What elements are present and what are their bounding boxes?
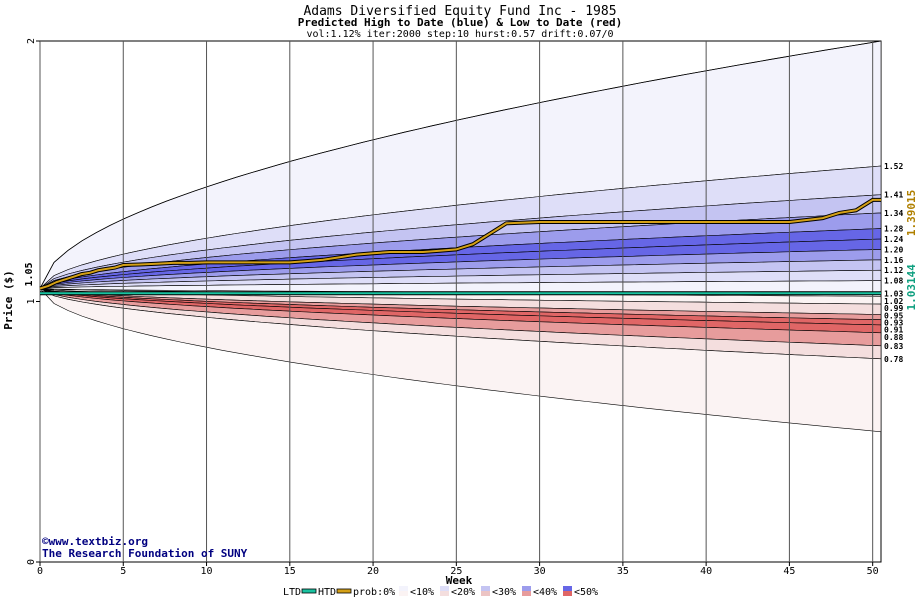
level-label-0.78: 0.78 — [884, 355, 903, 364]
high-outer-edge — [39, 40, 882, 289]
credit-site-text: www.textbiz.org — [49, 535, 148, 548]
htd-value-label: 1.39015 — [905, 190, 918, 236]
level-label-1.16: 1.16 — [884, 256, 903, 265]
level-label-1.08: 1.08 — [884, 277, 903, 286]
legend-band-2: <30% — [492, 587, 516, 598]
legend-swatch-blue-0 — [399, 586, 408, 591]
y-tick-0: 0 — [26, 559, 37, 565]
y-tick-1: 1 — [26, 298, 37, 304]
level-label-1.41: 1.41 — [884, 191, 903, 200]
level-label-1.03: 1.03 — [884, 290, 903, 299]
legend-ltd-swatch — [301, 588, 317, 594]
low-band-7 — [39, 288, 882, 433]
legend-htd-swatch — [336, 588, 352, 594]
start-price-label: 1.05 — [24, 262, 35, 286]
legend-swatch-blue-2 — [481, 586, 490, 591]
x-tick-0: 0 — [37, 566, 43, 577]
legend-htd: HTD — [318, 587, 336, 598]
legend-swatch-red-1 — [440, 591, 449, 596]
x-tick-50: 50 — [867, 566, 879, 577]
x-tick-5: 5 — [120, 566, 126, 577]
ltd-value-label: 1.03144 — [905, 264, 918, 311]
legend-swatch-blue-3 — [522, 586, 531, 591]
credit-org: The Research Foundation of SUNY — [42, 547, 248, 560]
x-tick-30: 30 — [534, 566, 546, 577]
y-axis-label: Price ($) — [2, 270, 15, 330]
legend-band-0: <10% — [410, 587, 434, 598]
htd-line — [39, 198, 881, 290]
level-label-1.12: 1.12 — [884, 266, 903, 275]
legend-swatch-red-0 — [399, 591, 408, 596]
x-tick-20: 20 — [367, 566, 379, 577]
level-label-1.28: 1.28 — [884, 225, 903, 234]
level-label-0.83: 0.83 — [884, 342, 903, 351]
legend-band-1: <20% — [451, 587, 475, 598]
y-tick-2: 2 — [26, 38, 37, 44]
legend-prob: prob:0% — [353, 587, 395, 598]
legend-swatch-blue-4 — [563, 586, 572, 591]
level-label-0.88: 0.88 — [884, 333, 903, 342]
legend-swatch-red-2 — [481, 591, 490, 596]
level-labels: 1.521.411.341.281.241.201.161.121.081.03… — [884, 162, 918, 364]
legend-swatch-red-3 — [522, 591, 531, 596]
level-label-0.99: 0.99 — [884, 304, 903, 313]
chart-params: vol:1.12% iter:2000 step:10 hurst:0.57 d… — [306, 29, 613, 40]
legend-swatch-blue-1 — [440, 586, 449, 591]
level-label-1.02: 1.02 — [884, 297, 903, 306]
x-tick-45: 45 — [783, 566, 795, 577]
chart-subtitle: Predicted High to Date (blue) & Low to D… — [298, 16, 623, 29]
level-label-0.95: 0.95 — [884, 311, 903, 320]
copyright-icon: © — [42, 535, 49, 548]
legend-swatch-red-4 — [563, 591, 572, 596]
level-label-1.20: 1.20 — [884, 245, 903, 254]
credit-site: ©www.textbiz.org — [42, 535, 148, 548]
chart-title: Adams Diversified Equity Fund Inc - 1985 — [303, 4, 616, 19]
plot-area: 0 5 10 15 20 25 30 35 40 45 50 0 1 2 1.05 — [24, 38, 882, 577]
legend-ltd: LTD — [283, 587, 301, 598]
x-tick-40: 40 — [700, 566, 712, 577]
level-label-1.24: 1.24 — [884, 235, 903, 244]
x-tick-10: 10 — [201, 566, 213, 577]
level-label-1.34: 1.34 — [884, 209, 903, 218]
level-label-0.91: 0.91 — [884, 326, 903, 335]
legend: LTD HTD prob:0% <10% <20% <30% <40% <50% — [283, 586, 598, 598]
level-label-1.52: 1.52 — [884, 162, 903, 171]
x-tick-15: 15 — [284, 566, 296, 577]
x-tick-25: 25 — [450, 566, 462, 577]
x-tick-35: 35 — [617, 566, 629, 577]
legend-band-3: <40% — [533, 587, 557, 598]
level-label-0.93: 0.93 — [884, 319, 903, 328]
legend-band-4: <50% — [574, 587, 598, 598]
x-axis-label: Week — [446, 574, 473, 587]
